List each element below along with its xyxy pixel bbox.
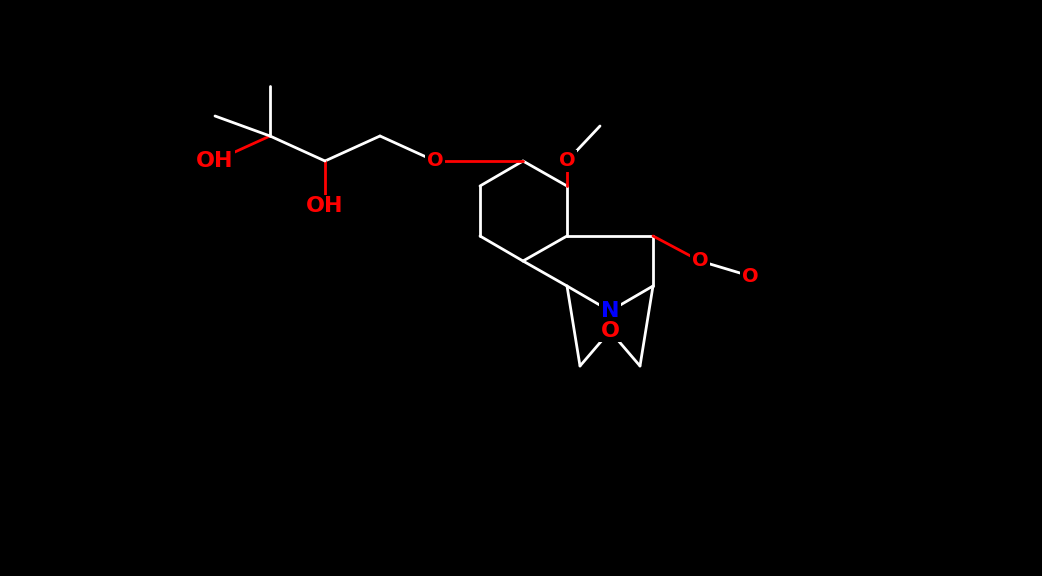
Text: O: O [559, 151, 575, 170]
Text: N: N [601, 301, 619, 321]
Text: O: O [600, 321, 620, 341]
Text: O: O [742, 267, 759, 286]
Text: OH: OH [306, 196, 344, 216]
Text: O: O [692, 252, 709, 271]
Text: O: O [426, 151, 443, 170]
Text: OH: OH [196, 151, 233, 171]
